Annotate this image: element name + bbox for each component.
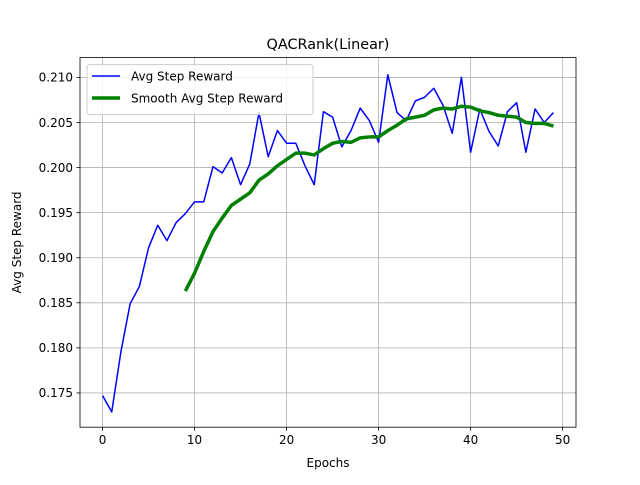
smooth-avg-step-reward-line: [183, 104, 554, 292]
x-tick-label: 10: [187, 433, 202, 447]
ticks: 0 10 20 30 40 50 0.175 0.180 0.185 0.190 0.195 0.20…: [39, 71, 571, 447]
x-tick-label: 50: [555, 433, 570, 447]
axes-frame: [79, 57, 577, 428]
x-axis-title: Epochs: [307, 456, 350, 470]
x-tick-label: 20: [279, 433, 294, 447]
y-tick-label: 0.185: [39, 296, 73, 310]
legend-label-smooth-avg-step-reward: Smooth Avg Step Reward: [131, 92, 283, 106]
legend-box: [86, 64, 314, 116]
y-tick-label: 0.190: [39, 251, 73, 265]
legend-label-avg-step-reward: Avg Step Reward: [131, 70, 233, 84]
avg-step-reward-line: [101, 73, 554, 413]
series-lines: [101, 73, 554, 413]
chart-title: QACRank(Linear): [267, 37, 390, 53]
y-tick-label: 0.195: [39, 206, 73, 220]
x-tick-label: 40: [463, 433, 478, 447]
y-tick-label: 0.180: [39, 341, 73, 355]
y-tick-label: 0.200: [39, 161, 73, 175]
y-tick-label: 0.205: [39, 116, 73, 130]
y-axis-title: Avg Step Reward: [10, 191, 24, 293]
grid: [80, 57, 576, 428]
legend: Avg Step Reward Smooth Avg Step Reward: [86, 64, 314, 116]
y-tick-label: 0.175: [39, 386, 73, 400]
x-tick-label: 0: [99, 433, 107, 447]
x-tick-label: 30: [371, 433, 386, 447]
y-tick-label: 0.210: [39, 71, 73, 85]
